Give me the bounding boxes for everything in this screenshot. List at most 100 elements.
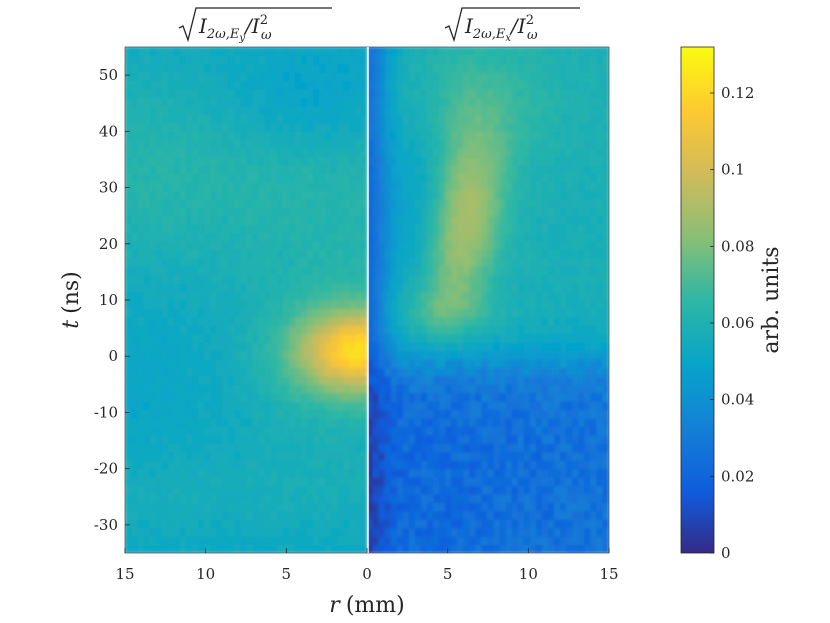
heatmap-cell [390,324,398,335]
heatmap-cell [125,333,132,343]
heatmap-cell [360,409,368,419]
heatmap-cell [148,232,156,242]
heatmap-cell [312,47,320,56]
heatmap-cell [172,358,180,368]
heatmap-cell [493,282,501,293]
heatmap-cell [360,535,368,546]
heatmap-cell [142,173,150,183]
heatmap-cell [257,417,265,427]
heatmap-cell [372,316,380,326]
heatmap-cell [602,181,609,191]
heatmap-cell [463,265,471,276]
heatmap-cell [499,299,507,309]
heatmap-cell [251,442,259,453]
heatmap-cell [481,206,489,217]
heatmap-cell [402,518,410,529]
heatmap-cell [185,198,193,208]
heatmap-cell [439,63,447,73]
heatmap-cell [566,442,574,453]
heatmap-cell [548,257,556,267]
heatmap-cell [554,434,562,444]
heatmap-cell [433,97,441,107]
heatmap-cell [548,113,556,124]
heatmap-cell [378,130,386,141]
heatmap-cell [378,232,386,242]
heatmap-cell [209,97,217,107]
heatmap-cell [154,240,162,250]
heatmap-cell [487,206,495,217]
heatmap-cell [197,291,205,301]
heatmap-cell [191,358,199,368]
heatmap-cell [299,156,307,166]
heatmap-cell [368,527,374,537]
heatmap-cell [481,198,489,208]
heatmap-cell [142,71,150,82]
heatmap-cell [299,442,307,453]
heatmap-cell [172,442,180,453]
heatmap-cell [368,476,374,487]
heatmap-cell [511,232,519,242]
heatmap-cell [336,122,344,132]
heatmap-cell [420,189,428,200]
heatmap-cell [584,54,592,65]
heatmap-cell [245,485,253,495]
heatmap-cell [493,442,501,453]
heatmap-cell [529,476,537,487]
heatmap-cell [554,257,562,267]
heatmap-cell [457,189,465,200]
heatmap-cell [136,434,144,444]
heatmap-cell [197,88,205,99]
heatmap-cell [306,274,314,284]
heatmap-cell [368,434,374,444]
heatmap-cell [233,324,241,335]
heatmap-cell [160,291,168,301]
heatmap-cell [584,501,592,512]
heatmap-cell [203,47,211,56]
heatmap-cell [560,206,568,217]
heatmap-cell [348,215,356,225]
heatmap-cell [427,434,435,444]
heatmap-cell [136,485,144,495]
heatmap-cell [481,240,489,250]
heatmap-cell [239,181,247,191]
heatmap-cell [263,468,271,478]
heatmap-cell [203,173,211,183]
heatmap-cell [306,63,314,73]
colorbar-tick-label: 0.12 [721,84,754,102]
heatmap-cell [517,240,525,250]
heatmap-cell [420,80,428,90]
heatmap-cell [584,518,592,529]
heatmap-cell [445,426,453,436]
heatmap-cell [281,307,289,318]
heatmap-cell [511,80,519,90]
heatmap-cell [125,181,132,191]
y-tick-label: 50 [99,66,118,84]
heatmap-cell [336,510,344,520]
heatmap-cell [596,223,604,234]
heatmap-cell [191,105,199,115]
heatmap-cell [142,223,150,234]
heatmap-cell [584,544,592,553]
heatmap-cell [457,442,465,453]
heatmap-cell [312,442,320,453]
heatmap-cell [306,459,314,470]
heatmap-cell [130,333,138,343]
heatmap-cell [402,392,410,402]
heatmap-cell [203,248,211,259]
heatmap-cell [368,324,374,335]
heatmap-cell [287,299,295,309]
heatmap-cell [275,139,283,149]
heatmap-cell [560,240,568,250]
heatmap-cell [402,341,410,352]
heatmap-cell [197,248,205,259]
heatmap-cell [185,240,193,250]
heatmap-cell [505,510,513,520]
heatmap-cell [245,80,253,90]
heatmap-cell [445,240,453,250]
heatmap-cell [324,232,332,242]
heatmap-cell [487,173,495,183]
heatmap-cell [535,409,543,419]
heatmap-cell [209,383,217,394]
heatmap-cell [408,282,416,293]
heatmap-cell [293,147,301,158]
